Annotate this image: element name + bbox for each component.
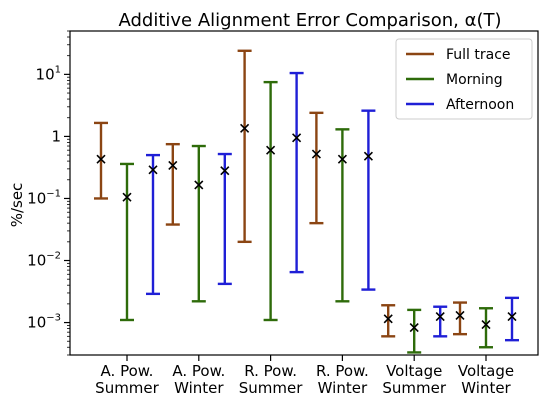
y-tick-label: 101 (36, 64, 61, 83)
plot-frame (69, 30, 539, 356)
data-point (455, 310, 465, 321)
data-point (122, 192, 132, 202)
y-tick-label: 10−3 (27, 313, 61, 332)
y-tick-label: 10−1 (27, 188, 61, 207)
y-tick-label: 1 (51, 127, 61, 145)
legend-item: Afternoon (406, 97, 514, 113)
x-tick-label: Voltage Summer (382, 362, 446, 397)
data-point (363, 151, 373, 161)
series-full-trace (94, 49, 467, 338)
data-point (481, 319, 491, 330)
data-point (266, 145, 276, 155)
legend-item: Full trace (406, 47, 511, 63)
legend-item: Morning (406, 72, 503, 88)
series-morning (120, 80, 493, 354)
data-point (507, 311, 517, 322)
data-point (168, 160, 178, 171)
data-point (409, 323, 419, 333)
x-tick-label: R. Pow. Winter (316, 362, 369, 397)
y-axis-label: %/sec (8, 183, 26, 228)
data-point (220, 166, 230, 176)
data-point (194, 180, 204, 190)
x-tick-label: Voltage Winter (458, 362, 514, 397)
data-point (435, 311, 445, 322)
x-tick-label: A. Pow. Summer (95, 362, 159, 397)
legend: Full trace Morning Afternoon (395, 38, 533, 120)
data-point (292, 133, 302, 143)
y-tick-label: 10−2 (27, 251, 61, 270)
data-point (337, 154, 347, 164)
x-tick-label: R. Pow. Summer (239, 362, 303, 397)
legend-box (395, 38, 533, 120)
x-tick-label: A. Pow. Winter (172, 362, 225, 397)
data-point (96, 154, 106, 164)
chart-title: Additive Alignment Error Comparison, α(T… (118, 10, 501, 31)
series-afternoon (146, 71, 519, 342)
data-point (383, 314, 393, 324)
legend-label: Full trace (446, 47, 511, 63)
legend-label: Morning (446, 72, 503, 88)
data-point (240, 123, 250, 133)
data-point (148, 165, 158, 175)
plot-area: 10−3 10−2 10−1 1 101 A. Pow. Summer A. Pow. Wint… (27, 30, 539, 397)
data-point (311, 149, 321, 159)
legend-label: Afternoon (446, 97, 514, 113)
